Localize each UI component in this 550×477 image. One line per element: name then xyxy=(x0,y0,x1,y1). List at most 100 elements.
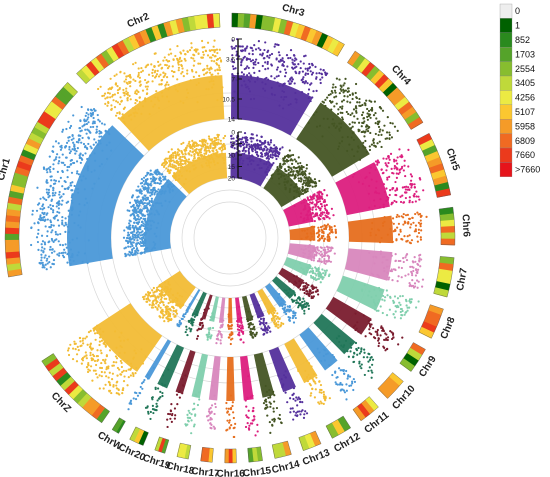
snp-point xyxy=(132,374,135,378)
snp-point xyxy=(137,236,140,239)
snp-point xyxy=(238,150,241,153)
density-bin xyxy=(5,227,20,235)
snp-point xyxy=(153,188,156,191)
snp-point xyxy=(414,260,417,263)
snp-point xyxy=(225,429,228,432)
snp-point xyxy=(50,237,53,241)
snp-point xyxy=(82,142,86,146)
snp-point xyxy=(310,62,314,65)
snp-point xyxy=(379,305,382,308)
snp-point xyxy=(374,132,377,136)
snp-point xyxy=(363,351,366,354)
snp-point xyxy=(321,76,324,79)
chromosome-block xyxy=(283,256,311,277)
snp-point xyxy=(115,73,118,76)
snp-point xyxy=(248,145,251,148)
snp-point xyxy=(323,227,326,231)
snp-point xyxy=(371,363,374,366)
snp-point xyxy=(279,70,282,73)
snp-point xyxy=(311,180,315,183)
snp-point xyxy=(207,410,211,413)
snp-point xyxy=(334,371,337,374)
snp-point xyxy=(264,61,267,64)
snp-point xyxy=(316,201,319,204)
snp-point xyxy=(151,173,154,176)
snp-point xyxy=(416,235,419,238)
snp-point xyxy=(277,151,280,154)
snp-point xyxy=(406,213,409,216)
snp-point xyxy=(136,199,139,202)
snp-point xyxy=(388,133,391,137)
snp-point xyxy=(180,59,183,62)
snp-point xyxy=(265,157,268,160)
snp-point xyxy=(68,145,71,149)
snp-point xyxy=(306,197,310,200)
snp-point xyxy=(230,327,233,330)
chromosome-block xyxy=(235,297,243,323)
snp-point xyxy=(243,67,246,71)
snp-point xyxy=(192,75,195,78)
snp-point xyxy=(411,274,414,277)
snp-point xyxy=(110,107,113,110)
snp-point xyxy=(418,212,422,216)
snp-point xyxy=(403,164,406,167)
density-bin xyxy=(433,287,449,298)
snp-point xyxy=(294,316,297,320)
snp-point xyxy=(46,234,49,238)
snp-point xyxy=(213,427,216,430)
snp-point xyxy=(318,237,321,241)
snp-point xyxy=(210,423,213,426)
snp-point xyxy=(364,104,367,107)
snp-point xyxy=(320,246,323,249)
snp-point xyxy=(134,236,137,239)
snp-point xyxy=(263,328,267,331)
snp-point xyxy=(196,403,200,407)
snp-point xyxy=(139,80,142,83)
snp-point xyxy=(399,303,402,306)
snp-point xyxy=(380,326,383,329)
snp-point xyxy=(126,82,129,85)
snp-point xyxy=(87,108,90,111)
snp-point xyxy=(377,344,380,348)
snp-point xyxy=(289,49,293,52)
snp-point xyxy=(140,252,143,255)
snp-point xyxy=(132,241,135,244)
snp-point xyxy=(93,359,97,363)
snp-point xyxy=(339,111,342,114)
snp-point xyxy=(96,349,99,352)
density-bin xyxy=(378,78,394,93)
snp-point xyxy=(408,282,411,285)
snp-point xyxy=(309,289,312,292)
snp-point xyxy=(230,45,233,48)
snp-point xyxy=(233,147,236,150)
snp-point xyxy=(154,52,157,55)
snp-point xyxy=(333,224,336,228)
chromosome-block xyxy=(264,283,287,308)
snp-point xyxy=(388,308,391,311)
snp-point xyxy=(303,300,306,303)
snp-point xyxy=(302,285,305,288)
snp-point xyxy=(377,309,380,312)
snp-point xyxy=(259,317,263,321)
snp-point xyxy=(116,380,119,383)
snp-point xyxy=(45,168,49,171)
snp-point xyxy=(284,75,287,78)
snp-point xyxy=(49,221,53,224)
snp-point xyxy=(46,218,49,221)
snp-point xyxy=(266,414,269,417)
snp-point xyxy=(375,309,378,312)
chromosome-block xyxy=(296,102,370,177)
snp-point xyxy=(169,409,172,412)
snp-point xyxy=(385,289,388,292)
snp-point xyxy=(293,82,296,85)
snp-point xyxy=(155,402,158,405)
snp-point xyxy=(354,82,358,86)
snp-point xyxy=(78,156,81,160)
snp-point xyxy=(402,223,405,226)
density-segment xyxy=(325,415,352,439)
snp-point xyxy=(140,192,143,195)
snp-point xyxy=(382,157,385,160)
snp-point xyxy=(288,149,291,152)
snp-point xyxy=(140,244,143,247)
snp-point xyxy=(162,175,165,178)
